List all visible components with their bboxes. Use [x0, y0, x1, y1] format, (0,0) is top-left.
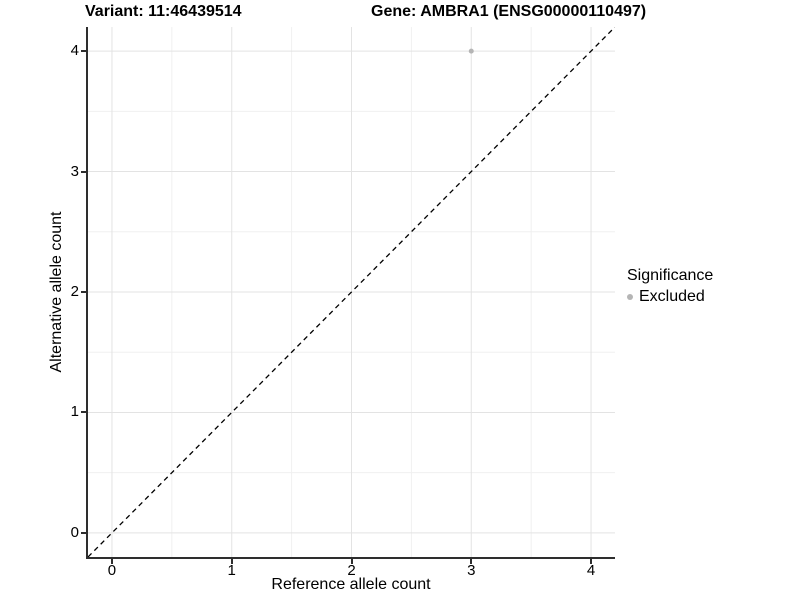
- x-tick-label: 1: [227, 562, 236, 579]
- y-axis-title: Alternative allele count: [48, 211, 65, 373]
- y-tick-label: 2: [70, 283, 79, 300]
- legend-items: Excluded: [627, 287, 713, 307]
- y-tick-label: 1: [70, 403, 79, 421]
- y-tick-mark: [81, 50, 86, 53]
- x-tick-label: 3: [467, 562, 476, 579]
- title-gene: Gene: AMBRA1 (ENSG00000110497): [371, 3, 647, 20]
- x-tick-label: 4: [586, 562, 596, 579]
- legend-item-label: Excluded: [639, 288, 705, 305]
- y-tick-label: 4: [70, 42, 79, 60]
- y-tick-mark: [81, 411, 86, 414]
- y-tick-mark: [81, 291, 86, 293]
- identity-reference-line: [88, 27, 615, 557]
- panel-canvas: [88, 27, 615, 557]
- x-tick-mark: [350, 559, 353, 564]
- y-tick-label: 0: [70, 523, 79, 541]
- x-tick-mark: [110, 559, 113, 564]
- x-tick-label: 2: [347, 562, 356, 579]
- x-tick-label: 0: [107, 562, 117, 579]
- y-tick-label: 3: [70, 162, 79, 180]
- legend-title: Significance: [627, 267, 714, 284]
- x-tick-mark: [470, 559, 473, 564]
- x-tick-mark: [590, 559, 593, 564]
- plot-panel: [86, 27, 615, 559]
- legend-item: Excluded: [627, 287, 713, 307]
- legend: Significance Excluded: [627, 266, 713, 307]
- title-variant: Variant: 11:46439514: [85, 3, 242, 20]
- y-tick-mark: [81, 531, 86, 534]
- data-point: [468, 48, 474, 54]
- y-tick-mark: [81, 170, 86, 173]
- x-axis-title: Reference allele count: [271, 576, 431, 593]
- legend-point-icon: [627, 294, 633, 300]
- x-tick-mark: [230, 559, 233, 564]
